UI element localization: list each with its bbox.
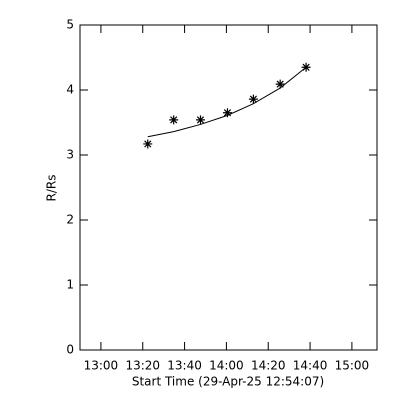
x-tick-label: 14:20 <box>251 359 286 373</box>
x-tick-label: 13:20 <box>125 359 160 373</box>
y-tick-label: 3 <box>66 148 74 162</box>
data-point <box>195 115 205 125</box>
y-tick-label: 2 <box>66 213 74 227</box>
data-point <box>275 79 285 89</box>
x-tick-label: 14:00 <box>209 359 244 373</box>
x-axis-label: Start Time (29-Apr-25 12:54:07) <box>132 375 324 389</box>
y-tick-label: 1 <box>66 278 74 292</box>
data-point <box>248 94 258 104</box>
x-tick-label: 13:00 <box>84 359 119 373</box>
plot-frame <box>79 24 378 351</box>
y-axis-label: R/Rs <box>45 175 59 202</box>
y-tick-label: 4 <box>66 83 74 97</box>
x-tick-label: 15:00 <box>335 359 370 373</box>
x-tick-label: 13:40 <box>167 359 202 373</box>
fit-line <box>147 66 307 138</box>
x-tick-label: 14:40 <box>293 359 328 373</box>
data-point <box>143 139 153 149</box>
data-point <box>222 108 232 118</box>
data-point <box>169 115 179 125</box>
y-tick-label: 0 <box>66 343 74 357</box>
y-tick-label: 5 <box>66 18 74 32</box>
